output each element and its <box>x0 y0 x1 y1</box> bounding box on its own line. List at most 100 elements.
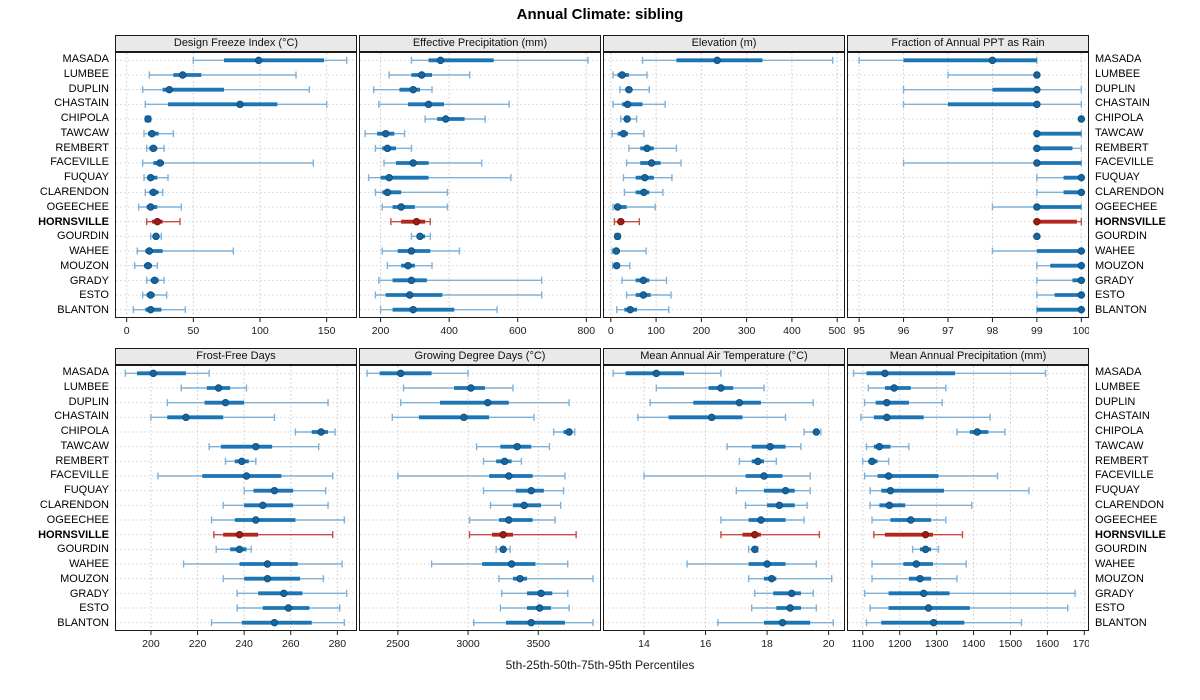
percentile-interval-tawcaw <box>726 442 802 451</box>
station-label-left: BLANTON <box>57 617 109 630</box>
percentile-interval-tawcaw <box>208 442 320 451</box>
percentile-interval-grady <box>145 276 165 285</box>
x-axis-tick-label: 1200 <box>888 638 912 650</box>
x-axis-tick-label: 2500 <box>386 638 410 650</box>
x-axis-tick-label: 50 <box>187 325 199 337</box>
percentile-interval-masada <box>366 369 469 378</box>
station-label-right: OGEECHEE <box>1095 513 1158 526</box>
station-label-right: GRADY <box>1095 274 1135 287</box>
panel-plot-svg <box>360 53 600 317</box>
percentile-interval-hornsville <box>720 530 821 539</box>
x-axis-tick-label: 1500 <box>999 638 1023 650</box>
station-label-right: DUPLIN <box>1095 82 1136 95</box>
station-label-left: REMBERT <box>55 141 109 154</box>
percentile-interval-lumbee <box>180 384 248 392</box>
percentile-interval-esto <box>499 604 570 612</box>
percentile-interval-mouzon <box>747 574 833 583</box>
station-label-right: CHASTAIN <box>1095 410 1150 423</box>
panel-strip: Design Freeze Index (°C) <box>115 35 357 52</box>
panel-plot-svg <box>848 53 1088 317</box>
x-axis-tick-label: 99 <box>1031 325 1043 337</box>
panel-title: Elevation (m) <box>691 37 757 49</box>
panel-x-axis: 200 220 240 260 280 <box>115 631 357 653</box>
percentile-interval-rembert <box>1033 144 1083 153</box>
percentile-interval-lumbee <box>947 71 1041 79</box>
percentile-interval-chastain <box>860 413 991 422</box>
station-label-right: CHASTAIN <box>1095 97 1150 110</box>
percentile-interval-grady <box>236 589 348 598</box>
panel-plot-svg <box>116 366 356 630</box>
percentile-axis-caption: 5th-25th-50th-75th-95th Percentiles <box>505 658 695 672</box>
percentile-interval-masada <box>124 369 210 378</box>
station-label-left: HORNSVILLE <box>38 215 109 228</box>
station-label-right: OGEECHEE <box>1095 200 1158 213</box>
percentile-interval-ogeechee <box>871 516 947 524</box>
station-label-right: DUPLIN <box>1095 395 1136 408</box>
panel-title: Mean Annual Precipitation (mm) <box>889 350 1047 362</box>
panel-x-axis: 0 100 200 300 400 500 <box>603 318 846 340</box>
station-label-right: FACEVILLE <box>1095 469 1154 482</box>
percentile-interval-blanton <box>132 305 187 314</box>
x-axis-svg: 200 400 600 800 <box>372 318 595 337</box>
x-axis-tick-label: 14 <box>638 638 650 650</box>
percentile-interval-faceville <box>397 472 566 480</box>
percentile-interval-tawcaw <box>865 442 910 451</box>
x-axis-tick-label: 3500 <box>527 638 551 650</box>
percentile-interval-faceville <box>383 159 483 167</box>
percentile-interval-blanton <box>615 305 670 314</box>
panel-x-axis: 0 50 100 150 <box>115 318 357 340</box>
panel-strip: Growing Degree Days (°C) <box>359 348 601 365</box>
percentile-interval-duplin <box>902 85 1083 94</box>
percentile-interval-rembert <box>628 144 678 153</box>
percentile-interval-blanton <box>472 618 594 627</box>
percentile-interval-gourdin <box>495 545 511 554</box>
panel-plot <box>603 52 845 318</box>
x-axis-tick-label: 600 <box>509 325 527 337</box>
percentile-interval-fuquay <box>869 486 1030 495</box>
panel-plot-svg <box>604 366 844 630</box>
percentile-interval-lumbee <box>388 71 471 79</box>
panel-plot <box>115 52 357 318</box>
panel-x-axis: 2500 3000 3500 <box>359 631 601 653</box>
x-axis-tick-label: 0 <box>608 325 614 337</box>
percentile-interval-wahee <box>871 560 967 568</box>
percentile-interval-duplin <box>141 85 311 94</box>
percentile-interval-tawcaw <box>143 129 175 138</box>
station-label-right: BLANTON <box>1095 304 1147 317</box>
percentile-interval-ogeechee <box>720 516 805 524</box>
x-axis-tick-label: 16 <box>700 638 712 650</box>
percentile-interval-grady <box>754 589 814 598</box>
station-label-left: FACEVILLE <box>50 469 109 482</box>
percentile-interval-gourdin <box>1033 232 1041 241</box>
percentile-interval-grady <box>501 589 569 598</box>
percentile-interval-mouzon <box>386 261 433 270</box>
percentile-interval-grady <box>1036 276 1086 285</box>
percentile-interval-fuquay <box>367 173 512 182</box>
percentile-interval-lumbee <box>402 384 514 392</box>
x-axis-tick-label: 300 <box>738 325 756 337</box>
station-label-left: MASADA <box>62 53 109 65</box>
station-label-right: ESTO <box>1095 602 1125 615</box>
station-label-right: MASADA <box>1095 53 1142 65</box>
x-axis-tick-label: 220 <box>189 638 207 650</box>
station-label-right: TAWCAW <box>1095 439 1144 452</box>
station-label-right: REMBERT <box>1095 141 1149 154</box>
station-label-right: REMBERT <box>1095 454 1149 467</box>
percentile-interval-blanton <box>379 305 498 314</box>
x-axis-tick-label: 100 <box>647 325 665 337</box>
x-axis-tick-label: 400 <box>783 325 801 337</box>
panel-title: Effective Precipitation (mm) <box>412 37 548 49</box>
station-label-left: CHIPOLA <box>60 112 109 125</box>
percentile-interval-duplin <box>863 398 943 407</box>
percentile-interval-faceville <box>902 159 1083 167</box>
station-label-left: MOUZON <box>60 572 109 585</box>
percentile-interval-wahee <box>686 560 818 568</box>
station-label-right: CLARENDON <box>1095 186 1165 198</box>
panel-strip: Elevation (m) <box>603 35 845 52</box>
station-label-right: CHIPOLA <box>1095 425 1144 438</box>
percentile-interval-tawcaw <box>1033 129 1083 138</box>
percentile-interval-ogeechee <box>991 203 1083 211</box>
x-axis-tick-label: 1100 <box>851 638 874 650</box>
percentile-interval-faceville <box>643 472 811 480</box>
percentile-interval-rembert <box>145 144 165 153</box>
